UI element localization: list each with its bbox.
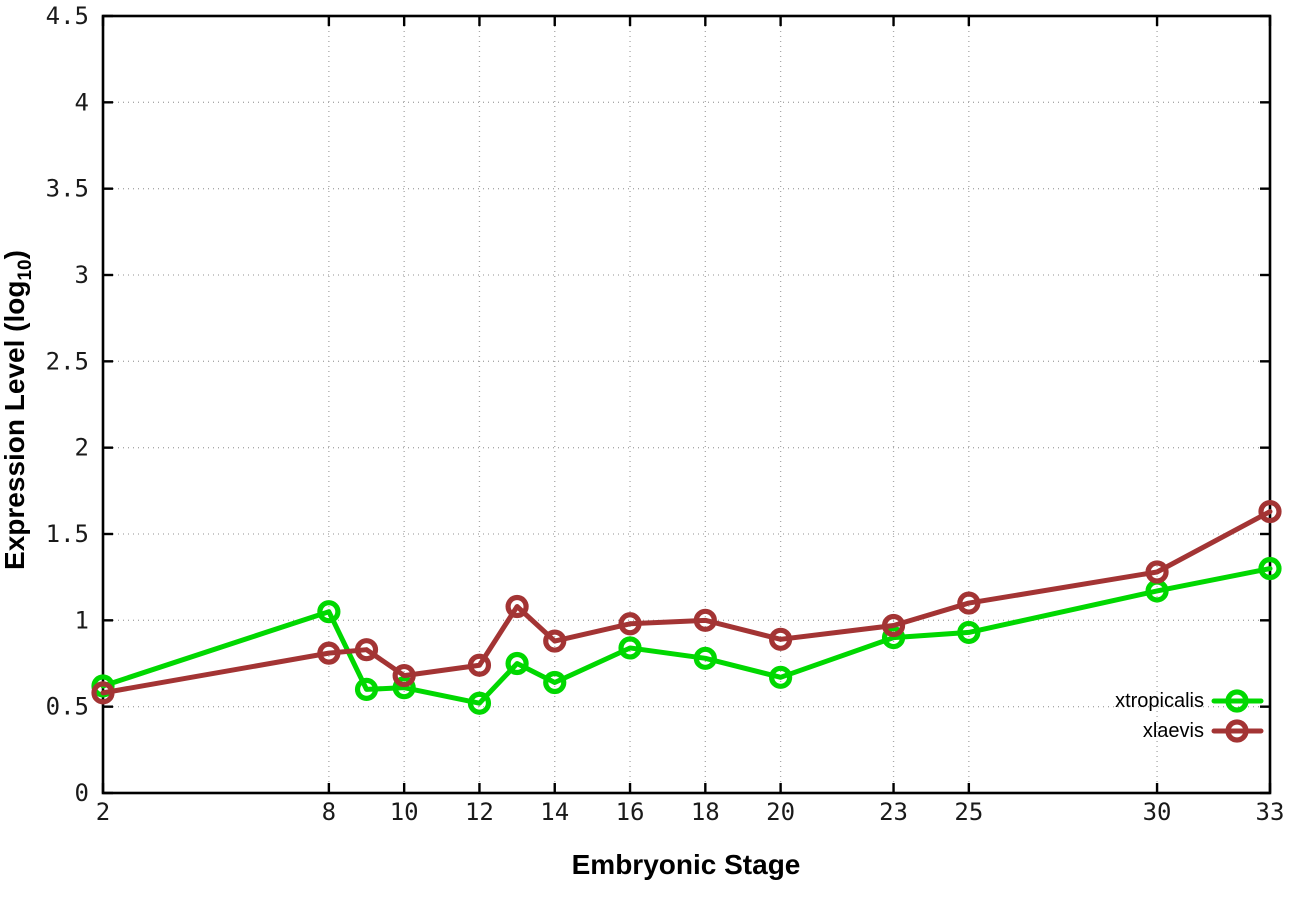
y-tick-label: 4.5 (46, 2, 89, 30)
x-tick-label: 10 (390, 798, 419, 826)
series-xlaevis-point (467, 653, 492, 677)
series-xlaevis-point (505, 594, 529, 619)
legend-label-xtropicalis: xtropicalis (1115, 690, 1204, 712)
x-tick-label: 14 (540, 798, 569, 826)
x-axis-title: Embryonic Stage (571, 849, 801, 880)
series-xtropicalis-point (543, 670, 567, 695)
plot-border (101, 14, 1272, 795)
series-xlaevis-point (317, 641, 341, 665)
legend-label-xlaevis: xlaevis (1143, 720, 1204, 742)
series-xtropicalis-point (392, 676, 416, 700)
series-xlaevis-point (769, 627, 793, 651)
y-tick-label: 0 (75, 779, 89, 807)
y-axis-title-text: Expression Level (log (0, 280, 30, 570)
x-tick-label: 23 (879, 798, 908, 826)
series-xtropicalis-point (317, 600, 341, 624)
series-xlaevis-point (543, 629, 567, 653)
legend-marker-xlaevis (1225, 719, 1249, 743)
y-tick-label: 2.5 (46, 347, 89, 375)
series-xlaevis-point (91, 681, 115, 705)
y-tick-label: 1.5 (46, 520, 89, 548)
series-xtropicalis-point (618, 636, 642, 660)
x-tick-label: 33 (1256, 798, 1285, 826)
y-tick-label: 1 (75, 606, 89, 634)
series-xtropicalis-point (467, 691, 492, 715)
x-tick-label: 20 (766, 798, 795, 826)
x-tick-label: 12 (465, 798, 494, 826)
x-tick-label: 8 (322, 798, 336, 826)
x-tick-label: 2 (96, 798, 110, 826)
series-xtropicalis-point (693, 646, 717, 670)
x-tick-label: 16 (616, 798, 645, 826)
y-tick-label: 3.5 (46, 175, 89, 203)
x-tick-label: 30 (1143, 798, 1172, 826)
series-xtropicalis-point (1258, 556, 1282, 581)
y-axis-title-subscript: 10 (15, 259, 36, 281)
series-xtropicalis-line (100, 566, 1273, 706)
series-xtropicalis-point (881, 625, 906, 650)
x-tick-label: 18 (691, 798, 720, 826)
series-xlaevis-point (354, 638, 379, 662)
series-xlaevis-point (392, 663, 416, 688)
legend-marker-xtropicalis (1225, 689, 1249, 713)
series-xlaevis-point (618, 612, 642, 636)
x-tick-label: 25 (954, 798, 983, 826)
y-tick-label: 0.5 (46, 693, 89, 721)
series-xtropicalis-point (354, 677, 379, 702)
series-xlaevis-point (881, 613, 906, 638)
series-xlaevis-point (1145, 560, 1169, 584)
y-axis-title-close: ) (0, 250, 30, 260)
series-xlaevis-point (957, 591, 981, 615)
series-xtropicalis-point (505, 651, 529, 676)
y-tick-label: 3 (75, 261, 89, 289)
series-xlaevis-point (693, 608, 717, 632)
series-xtropicalis-point (769, 665, 793, 689)
y-tick-label: 4 (75, 88, 89, 116)
y-axis-title: Expression Level (log10) (0, 250, 37, 570)
series-xlaevis-point (1258, 499, 1282, 524)
series-xtropicalis-point (957, 620, 981, 645)
y-tick-label: 2 (75, 434, 89, 462)
